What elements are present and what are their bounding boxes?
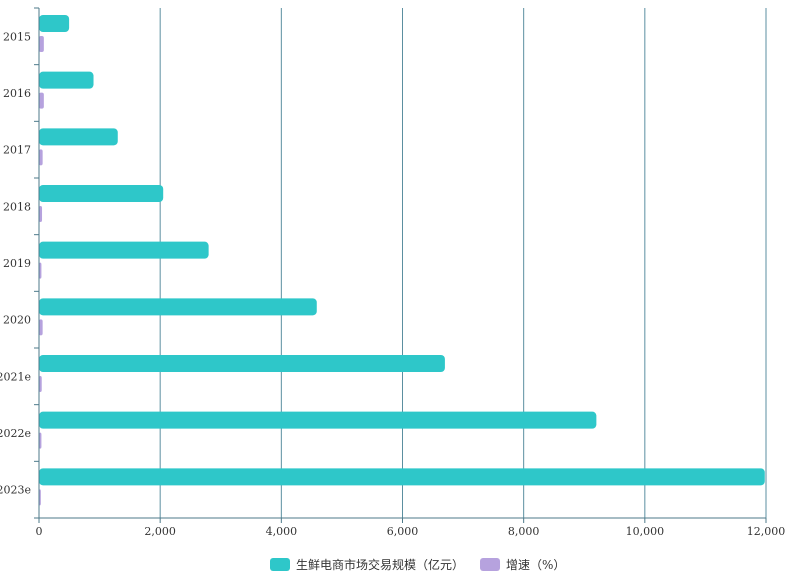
x-tick-label-0: 0	[36, 525, 43, 538]
y-tick-label-2016: 2016	[3, 87, 31, 100]
bar-market-size-2015	[39, 15, 70, 32]
bar-market-size-2023e	[39, 468, 765, 486]
bar-growth-2015	[39, 36, 44, 52]
bar-growth-2017	[39, 149, 43, 166]
bar-market-size-2017	[39, 128, 118, 146]
y-tick-label-2021e: 2021e	[0, 370, 31, 383]
legend-swatch-1[interactable]	[480, 558, 501, 571]
y-tick-label-2018: 2018	[3, 200, 31, 213]
bars	[39, 15, 765, 506]
bar-growth-2018	[39, 206, 43, 222]
x-tick-label-6: 12,000	[747, 525, 786, 538]
x-tick-label-4: 8,000	[508, 525, 540, 538]
bar-growth-2020	[39, 319, 43, 336]
y-tick-label-2015: 2015	[3, 30, 31, 43]
axes: 2015 2016 2017 2018 2019 2020 2021e 2022e 2023e 0…	[0, 7, 786, 538]
legend-label-0[interactable]: 生鲜电商市场交易规模（亿元）	[296, 557, 464, 572]
bar-market-size-2018	[39, 185, 164, 202]
bar-market-size-2016	[39, 71, 94, 89]
x-tick-label-2: 4,000	[266, 525, 298, 538]
bar-market-size-2020	[39, 298, 317, 316]
bar-growth-2021e	[39, 376, 42, 392]
bar-market-size-2022e	[39, 411, 597, 429]
legend[interactable]: 生鲜电商市场交易规模（亿元） 增速（%）	[270, 557, 565, 572]
bar-growth-2016	[39, 92, 44, 109]
y-tick-label-2019: 2019	[3, 257, 31, 270]
x-tick-label-5: 10,000	[626, 525, 665, 538]
y-tick-label-2017: 2017	[3, 144, 31, 157]
grid-lines	[159, 8, 767, 518]
y-tick-label-2022e: 2022e	[0, 427, 31, 440]
legend-swatch-0[interactable]	[270, 558, 290, 571]
y-tick-label-2023e: 2023e	[0, 484, 31, 497]
x-tick-label-3: 6,000	[387, 525, 419, 538]
bar-growth-2019	[39, 262, 42, 279]
y-tick-label-2020: 2020	[3, 314, 31, 327]
x-tick-label-1: 2,000	[144, 525, 176, 538]
bar-market-size-2021e	[39, 355, 445, 372]
bar-market-size-2019	[39, 241, 209, 259]
legend-label-1[interactable]: 增速（%）	[506, 558, 565, 572]
bar-growth-2022e	[39, 432, 42, 449]
